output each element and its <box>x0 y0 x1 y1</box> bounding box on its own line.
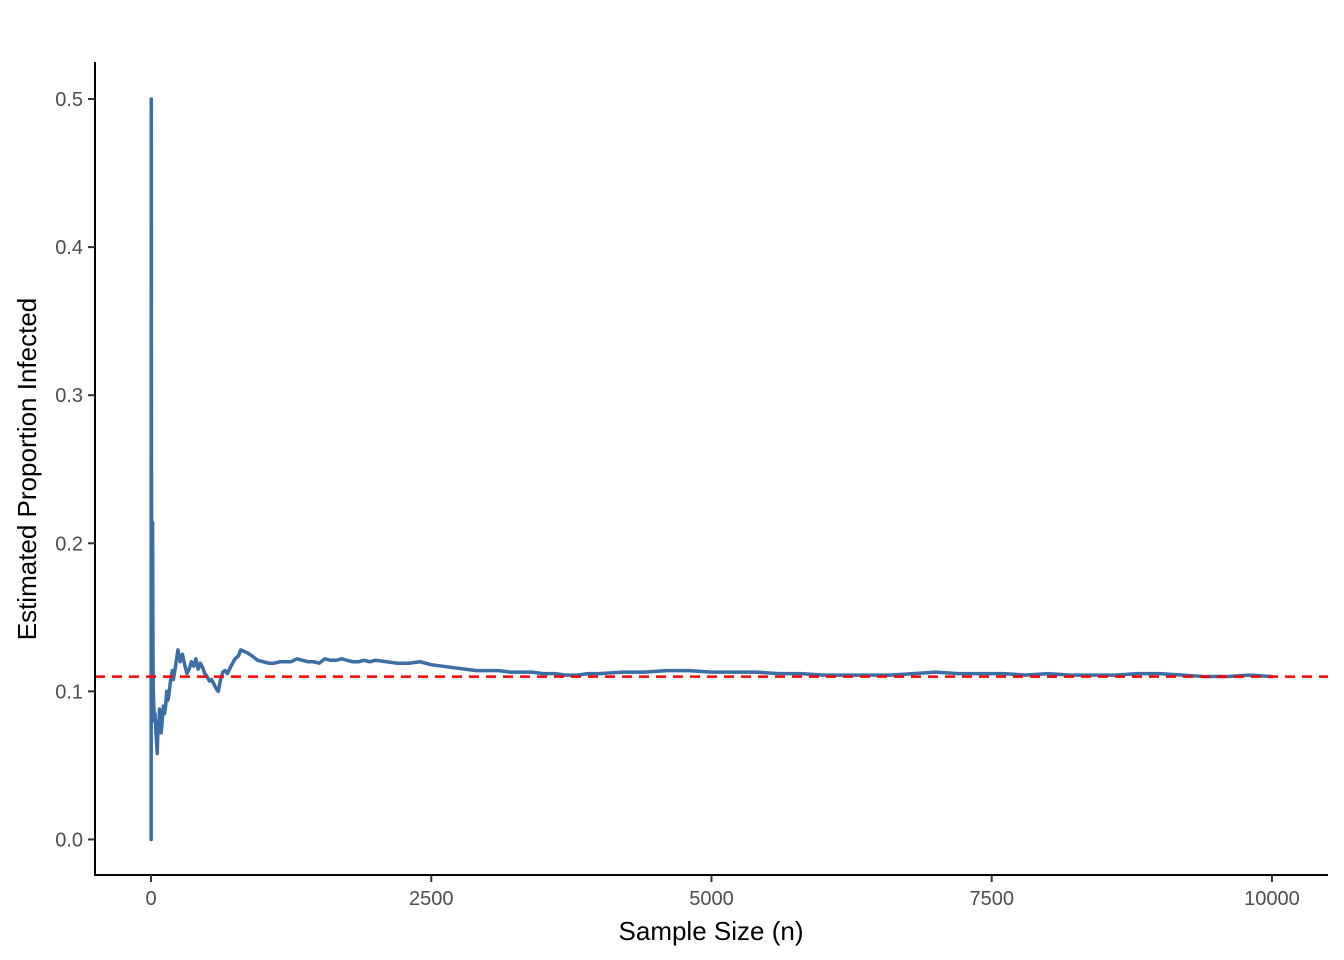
y-axis-ticks: 0.0 0.1 0.2 0.3 0.4 0.5 <box>55 89 95 851</box>
y-tick-label: 0.4 <box>55 237 83 259</box>
x-tick-label: 5000 <box>689 888 734 910</box>
x-tick-label: 10000 <box>1244 888 1300 910</box>
x-tick-label: 0 <box>145 888 156 910</box>
plot-area <box>95 97 1328 842</box>
y-tick-label: 0.2 <box>55 533 83 555</box>
y-tick-label: 0.0 <box>55 829 83 851</box>
series-line-0 <box>149 97 1274 842</box>
y-tick-label: 0.5 <box>55 89 83 111</box>
y-axis-title: Estimated Proportion Infected <box>12 298 42 641</box>
x-axis-ticks: 0 2500 5000 7500 10000 <box>145 875 1300 910</box>
x-tick-label: 2500 <box>409 888 454 910</box>
y-tick-label: 0.3 <box>55 385 83 407</box>
x-tick-label: 7500 <box>969 888 1014 910</box>
y-tick-label: 0.1 <box>55 681 83 703</box>
axes <box>94 62 1328 876</box>
x-axis-title: Sample Size (n) <box>619 916 804 946</box>
